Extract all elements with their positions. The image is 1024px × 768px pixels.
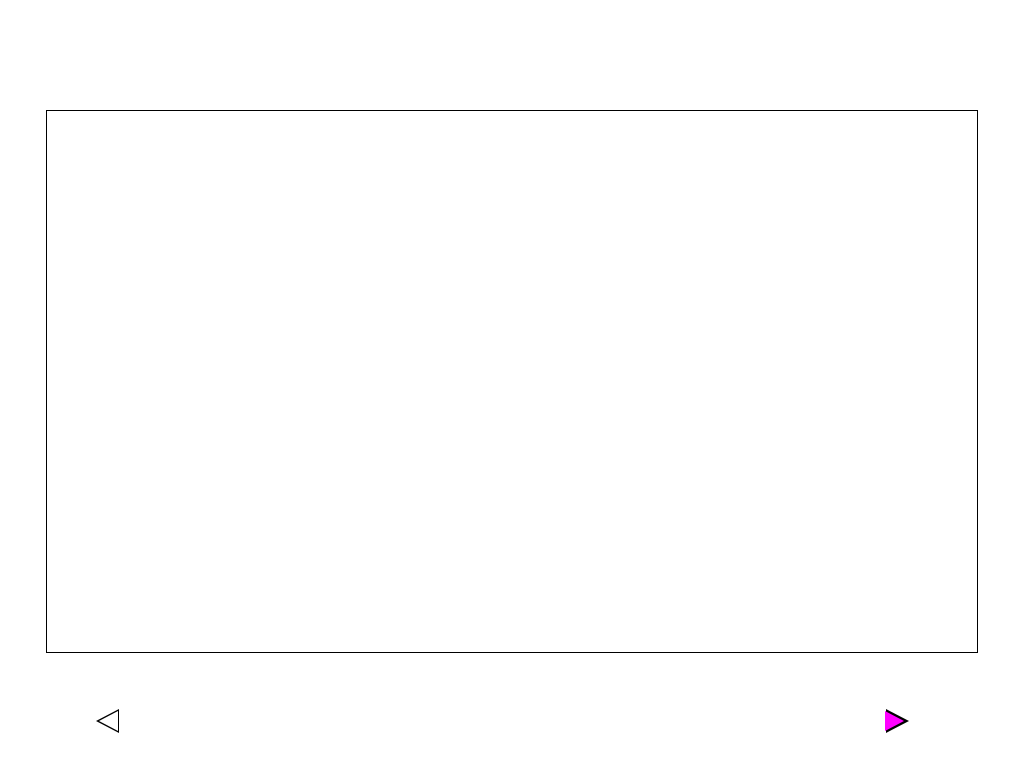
colorbar-under-arrow-fill [98,711,118,732]
colorbar-cells [119,709,886,734]
vorticity-map-canvas [47,111,977,652]
colorbar-over-arrow-fill [885,711,904,732]
vorticity-colorbar [96,709,934,734]
map-plot-area [46,110,978,653]
